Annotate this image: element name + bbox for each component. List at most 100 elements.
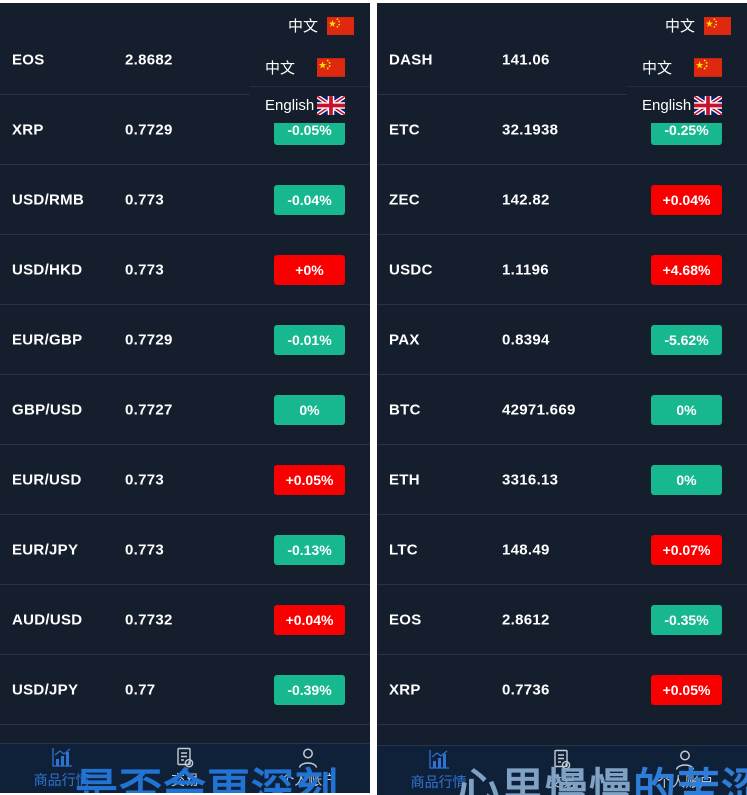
- change-badge: -0.35%: [651, 604, 722, 635]
- price-value: 0.773: [125, 541, 165, 558]
- nav-item-trade[interactable]: 交易: [123, 744, 246, 793]
- language-menu: 中文 English: [250, 49, 370, 123]
- symbol-label: EOS: [12, 51, 45, 68]
- change-badge: +0.05%: [651, 674, 722, 705]
- ticker-list: EOS 2.8682 XRP 0.7729 -0.05% USD/RMB 0.773 -0…: [0, 25, 370, 725]
- nav-item-trade[interactable]: 交易: [500, 746, 623, 795]
- price-value: 2.8682: [125, 51, 173, 68]
- price-value: 42971.669: [502, 401, 576, 418]
- uk-flag-icon: [317, 95, 345, 115]
- symbol-label: BTC: [389, 401, 421, 418]
- change-badge: +0.04%: [274, 604, 345, 635]
- china-flag-icon: [694, 58, 722, 77]
- price-value: 0.7729: [125, 121, 173, 138]
- language-option-english[interactable]: English: [250, 86, 370, 123]
- ticker-row[interactable]: ETH 3316.13 0%: [377, 445, 747, 515]
- change-badge: +4.68%: [651, 254, 722, 285]
- change-badge: +0.07%: [651, 534, 722, 565]
- bottom-nav: 商品行情 交易 个人账户: [0, 743, 370, 793]
- change-badge: -0.04%: [274, 184, 345, 215]
- language-option-label: 中文: [642, 60, 673, 77]
- ticker-row[interactable]: GBP/USD 0.7727 0%: [0, 375, 370, 445]
- price-value: 0.773: [125, 471, 165, 488]
- language-label: 中文: [664, 18, 695, 35]
- symbol-label: EUR/USD: [12, 471, 82, 488]
- language-label: 中文: [287, 18, 318, 35]
- price-value: 148.49: [502, 541, 550, 558]
- language-option-label: English: [642, 96, 692, 114]
- market-panel-right: 中文 中文 English DASH 141.06 ETC 32.1938 -0.25…: [377, 3, 747, 795]
- symbol-label: USD/JPY: [12, 681, 79, 698]
- nav-item-market[interactable]: 商品行情: [377, 746, 500, 795]
- bar-chart-icon: [429, 750, 449, 769]
- ticker-row[interactable]: USDC 1.1196 +4.68%: [377, 235, 747, 305]
- symbol-label: LTC: [389, 541, 418, 558]
- ticker-row[interactable]: USD/RMB 0.773 -0.04%: [0, 165, 370, 235]
- nav-label: 商品行情: [33, 772, 90, 788]
- ticker-row[interactable]: ZEC 142.82 +0.04%: [377, 165, 747, 235]
- ticker-row[interactable]: EUR/USD 0.773 +0.05%: [0, 445, 370, 515]
- china-flag-icon: [704, 16, 731, 35]
- change-badge: 0%: [651, 394, 722, 425]
- ticker-row[interactable]: EOS 2.8682: [0, 25, 370, 95]
- symbol-label: DASH: [389, 51, 433, 68]
- uk-flag-icon: [694, 95, 722, 115]
- ticker-row[interactable]: USD/JPY 0.77 -0.39%: [0, 655, 370, 725]
- language-option-label: 中文: [265, 60, 296, 77]
- china-flag-icon: [327, 16, 354, 35]
- ticker-row[interactable]: EOS 2.8612 -0.35%: [377, 585, 747, 655]
- ticker-row[interactable]: BTC 42971.669 0%: [377, 375, 747, 445]
- symbol-label: EUR/GBP: [12, 331, 83, 348]
- change-badge: +0.05%: [274, 464, 345, 495]
- language-option-english[interactable]: English: [627, 86, 747, 123]
- nav-item-account[interactable]: 个人账户: [624, 746, 747, 795]
- symbol-label: XRP: [389, 681, 421, 698]
- change-badge: 0%: [274, 394, 345, 425]
- language-option-chinese[interactable]: 中文: [627, 49, 747, 86]
- nav-label: 商品行情: [410, 774, 467, 790]
- price-value: 0.773: [125, 261, 165, 278]
- ticker-row[interactable]: EUR/JPY 0.773 -0.13%: [0, 515, 370, 585]
- ticker-row[interactable]: DASH 141.06: [377, 25, 747, 95]
- symbol-label: PAX: [389, 331, 420, 348]
- symbol-label: USDC: [389, 261, 433, 278]
- price-value: 142.82: [502, 191, 550, 208]
- symbol-label: GBP/USD: [12, 401, 83, 418]
- price-value: 0.7736: [502, 681, 550, 698]
- nav-label: 交易: [547, 774, 576, 790]
- ticker-row[interactable]: LTC 148.49 +0.07%: [377, 515, 747, 585]
- ticker-row[interactable]: AUD/USD 0.7732 +0.04%: [0, 585, 370, 655]
- price-value: 32.1938: [502, 121, 559, 138]
- price-value: 0.7727: [125, 401, 173, 418]
- ticker-row[interactable]: XRP 0.7736 +0.05%: [377, 655, 747, 725]
- nav-item-account[interactable]: 个人账户: [247, 744, 370, 793]
- change-badge: -0.01%: [274, 324, 345, 355]
- bottom-nav: 商品行情 交易 个人账户: [377, 745, 747, 795]
- ticker-row[interactable]: EUR/GBP 0.7729 -0.01%: [0, 305, 370, 375]
- nav-item-market[interactable]: 商品行情: [0, 744, 123, 793]
- nav-label: 个人账户: [280, 772, 337, 788]
- symbol-label: AUD/USD: [12, 611, 83, 628]
- language-option-chinese[interactable]: 中文: [250, 49, 370, 86]
- nav-label: 个人账户: [657, 774, 714, 790]
- price-value: 0.77: [125, 681, 156, 698]
- price-value: 1.1196: [502, 261, 549, 278]
- trade-document-icon: [554, 749, 571, 770]
- price-value: 2.8612: [502, 611, 550, 628]
- price-value: 0.7729: [125, 331, 173, 348]
- nav-label: 交易: [170, 772, 199, 788]
- price-value: 3316.13: [502, 471, 559, 488]
- language-selector[interactable]: 中文: [288, 15, 354, 36]
- symbol-label: EUR/JPY: [12, 541, 79, 558]
- change-badge: +0%: [274, 254, 345, 285]
- change-badge: -0.13%: [274, 534, 345, 565]
- price-value: 0.8394: [502, 331, 550, 348]
- ticker-list: DASH 141.06 ETC 32.1938 -0.25% ZEC 142.82 +0.…: [377, 25, 747, 725]
- symbol-label: EOS: [389, 611, 422, 628]
- ticker-row[interactable]: PAX 0.8394 -5.62%: [377, 305, 747, 375]
- price-value: 141.06: [502, 51, 550, 68]
- symbol-label: ZEC: [389, 191, 420, 208]
- ticker-row[interactable]: USD/HKD 0.773 +0%: [0, 235, 370, 305]
- market-panel-left: 中文 中文 English EOS 2.8682 XRP 0.7729 -0.05% …: [0, 3, 370, 793]
- language-selector[interactable]: 中文: [665, 15, 731, 36]
